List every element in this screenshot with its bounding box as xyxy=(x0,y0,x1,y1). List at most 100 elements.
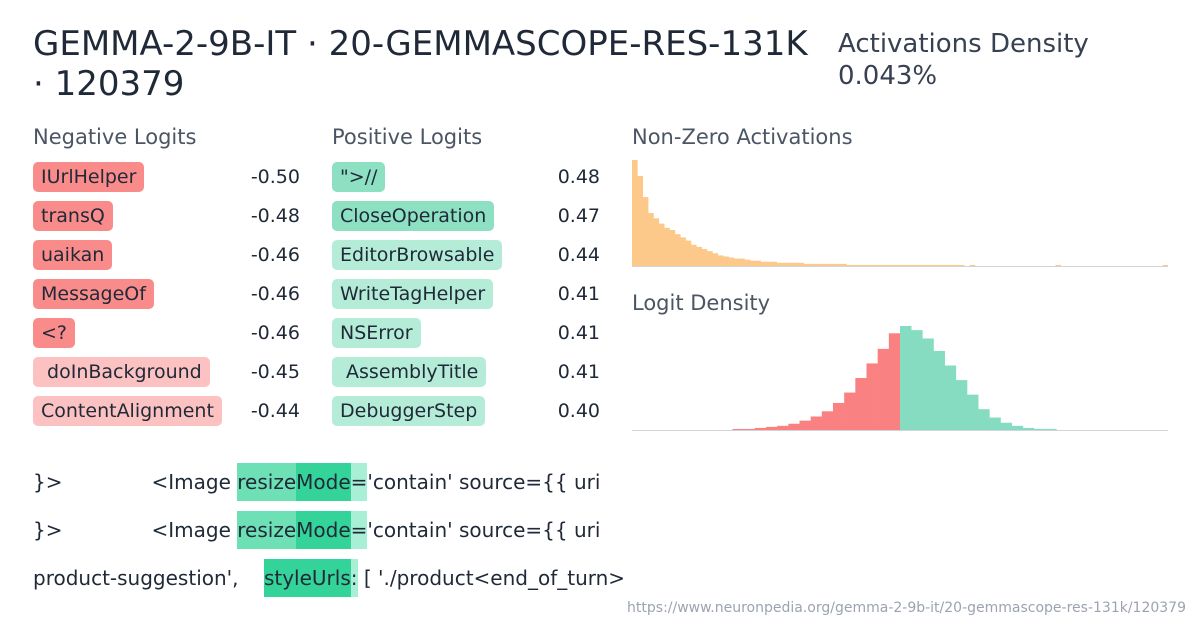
activation-bar xyxy=(685,240,692,266)
activation-bar xyxy=(958,264,965,266)
positive-logit-row: WriteTagHelper xyxy=(332,279,494,309)
positive-logit-row: EditorBrowsable xyxy=(332,240,503,270)
example-token: product-suggestion', xyxy=(33,566,264,590)
activation-bar xyxy=(744,259,751,266)
activation-bar xyxy=(953,264,960,266)
activation-bar xyxy=(841,263,847,266)
logit-density-bar xyxy=(799,420,811,430)
example-token: = xyxy=(350,463,368,501)
example-token: }> <Image xyxy=(33,470,238,494)
positive-logit-row: DebuggerStep xyxy=(332,396,486,426)
logit-density-bar xyxy=(810,416,823,430)
activation-bar xyxy=(883,264,890,266)
example-token: : xyxy=(350,559,358,597)
activation-bar xyxy=(851,264,858,266)
activation-bar xyxy=(696,246,702,266)
positive-logit-token: ">// xyxy=(332,162,386,192)
negative-logit-row: transQ xyxy=(33,201,113,231)
positive-logit-token: NSError xyxy=(332,318,421,348)
positive-logit-token: CloseOperation xyxy=(332,201,495,231)
negative-logit-token: transQ xyxy=(33,201,113,231)
activation-bar xyxy=(798,262,804,266)
positive-logits-label: Positive Logits xyxy=(332,125,483,149)
activation-bar xyxy=(760,261,767,266)
negative-logit-value: -0.48 xyxy=(250,205,300,227)
logit-density-bar xyxy=(1034,428,1046,430)
activation-bar xyxy=(771,261,778,266)
activation-bar xyxy=(717,255,724,266)
positive-logit-row: NSError xyxy=(332,318,421,348)
negative-logits-label: Negative Logits xyxy=(33,125,197,149)
logit-density-bar xyxy=(989,417,1001,430)
activation-bar xyxy=(739,258,745,266)
activation-bar xyxy=(948,264,954,266)
density-label: Activations Density xyxy=(838,29,1089,59)
logit-density-bar xyxy=(877,348,890,430)
activation-bar xyxy=(728,257,735,266)
activation-bar xyxy=(674,234,681,266)
logit-density-bar xyxy=(866,363,878,430)
positive-logit-value: 0.48 xyxy=(557,166,600,188)
activation-bar xyxy=(712,253,719,266)
positive-logit-token: WriteTagHelper xyxy=(332,279,494,309)
activation-bar xyxy=(867,264,874,266)
negative-logit-row: MessageOf xyxy=(33,279,154,309)
activation-bar xyxy=(969,264,976,266)
logit-density-bar xyxy=(1022,427,1035,430)
positive-logit-token: DebuggerStep xyxy=(332,396,486,426)
example-token: styleUrls xyxy=(263,559,351,597)
activation-bar xyxy=(733,258,740,266)
activation-bar xyxy=(648,213,654,266)
activation-bar xyxy=(755,260,761,266)
logit-density-bar xyxy=(978,409,990,430)
activation-bar xyxy=(637,175,644,266)
logit-density-bar xyxy=(743,428,756,430)
activation-bar xyxy=(803,263,810,266)
activation-bar xyxy=(792,262,799,266)
logit-density-bar xyxy=(833,402,845,430)
logit-density-chart-title: Logit Density xyxy=(632,291,771,315)
activation-bar xyxy=(932,264,938,266)
positive-logit-row: AssemblyTitle xyxy=(332,357,487,387)
logit-density-bar xyxy=(944,365,957,430)
activation-bar xyxy=(819,263,826,266)
negative-logit-value: -0.45 xyxy=(250,361,300,383)
page-title: GEMMA-2-9B-IT · 20-GEMMASCOPE-RES-131K ·… xyxy=(33,24,808,104)
activation-bar xyxy=(878,264,885,266)
negative-logit-value: -0.50 xyxy=(250,166,300,188)
logit-density-bar xyxy=(900,326,912,430)
logit-density-bar xyxy=(1011,425,1024,430)
activation-bar xyxy=(921,264,928,266)
positive-logit-value: 0.44 xyxy=(557,244,600,266)
positive-logit-row: ">// xyxy=(332,162,386,192)
positive-logit-token: EditorBrowsable xyxy=(332,240,503,270)
negative-logit-value: -0.46 xyxy=(250,244,300,266)
negative-logit-row: doInBackground xyxy=(33,357,210,387)
activation-bar xyxy=(835,263,842,266)
activation-bar xyxy=(701,249,708,266)
activation-bar xyxy=(632,160,638,266)
source-url: https://www.neuronpedia.org/gemma-2-9b-i… xyxy=(627,600,1186,616)
negative-logit-value: -0.44 xyxy=(250,400,300,422)
positive-logit-token: AssemblyTitle xyxy=(332,357,487,387)
logit-density-bar xyxy=(955,380,968,430)
activation-example: }> <Image resize Mode ='contain' source={{… xyxy=(33,463,600,501)
activation-bar xyxy=(905,264,912,266)
activation-bar xyxy=(664,227,670,266)
activation-bar xyxy=(776,262,783,266)
activation-bar xyxy=(824,263,831,266)
positive-logit-row: CloseOperation xyxy=(332,201,495,231)
activation-bar xyxy=(937,264,944,266)
example-token: resize xyxy=(237,463,297,501)
activation-bar xyxy=(846,264,853,266)
negative-logit-token: MessageOf xyxy=(33,279,154,309)
negative-logit-token: IUrlHelper xyxy=(33,162,145,192)
activation-bar xyxy=(723,256,729,266)
negative-logit-row: IUrlHelper xyxy=(33,162,145,192)
activation-bar xyxy=(830,263,836,266)
activation-example: }> <Image resize Mode ='contain' source={{… xyxy=(33,511,600,549)
logit-density-bar xyxy=(967,394,979,430)
logit-density-bar xyxy=(754,427,767,430)
negative-logit-row: ContentAlignment xyxy=(33,396,222,426)
logit-density-histogram xyxy=(632,326,1168,431)
